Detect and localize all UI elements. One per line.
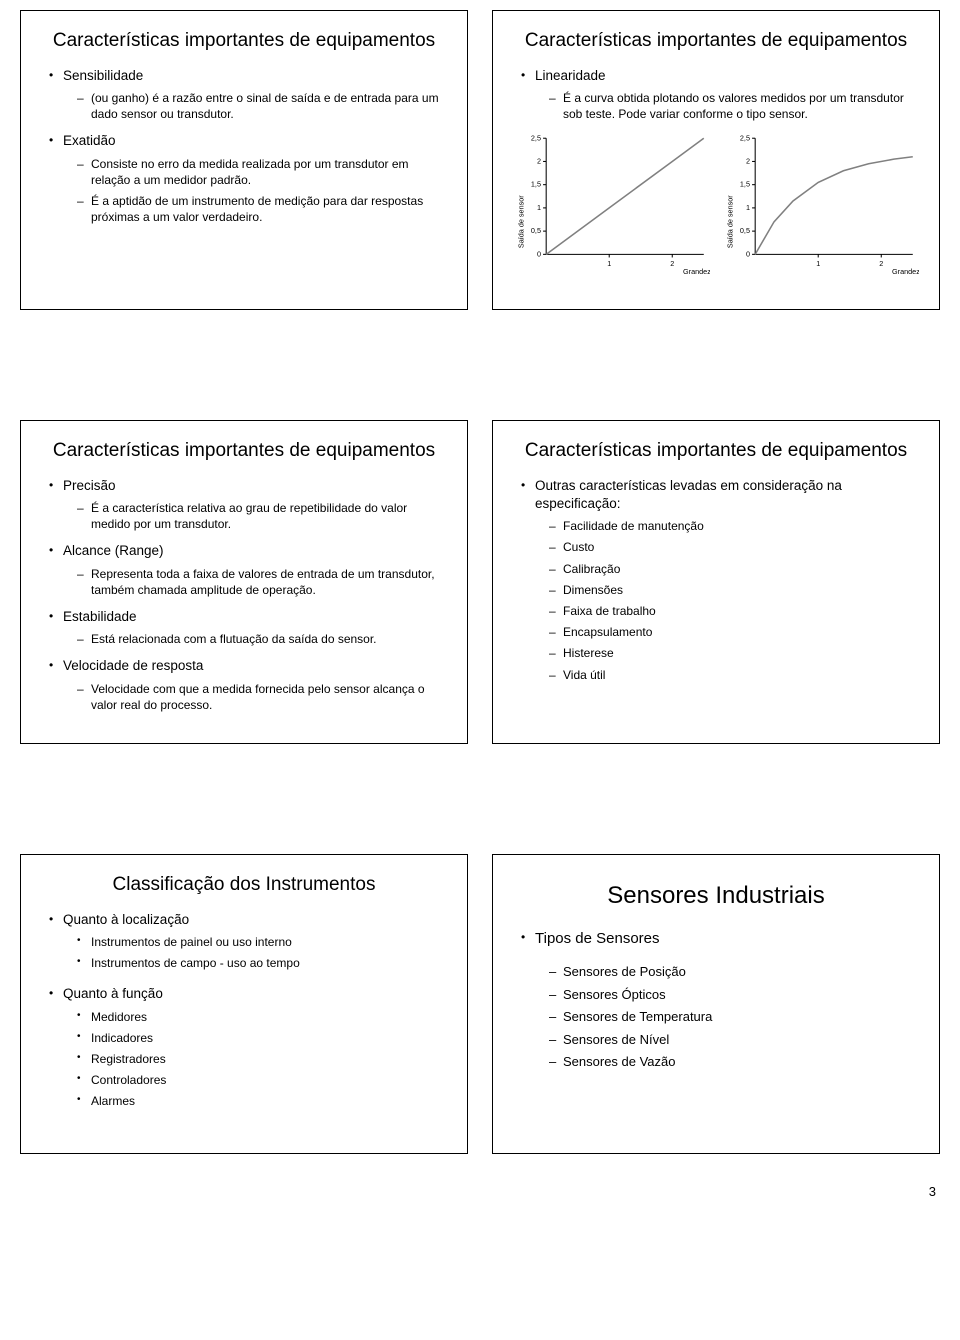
slide-6: Sensores Industriais Tipos de Sensores S… [492,854,940,1154]
sub-bullet: Sensores de Vazão [549,1053,919,1071]
svg-text:2: 2 [537,157,541,166]
sub-bullet: Indicadores [77,1030,447,1046]
bullet: Quanto à função Medidores Indicadores Re… [49,985,447,1109]
slide-5: Classificação dos Instrumentos Quanto à … [20,854,468,1154]
bullet-label: Velocidade de resposta [63,658,203,673]
sub-bullet: Sensores de Posição [549,963,919,981]
svg-text:0: 0 [537,250,541,259]
slide-title: Classificação dos Instrumentos [41,873,447,897]
bullet-label: Alcance (Range) [63,543,164,558]
svg-text:0,5: 0,5 [531,227,541,236]
bullet-label: Linearidade [535,68,606,83]
chart-nonlinear: 0 0,5 1 1,5 2 2,5 1 2 Grandeza Saída de sensor [722,132,919,277]
svg-text:2,5: 2,5 [531,134,541,143]
sub-bullet: Instrumentos de painel ou uso interno [77,934,447,950]
slide-title: Sensores Industriais [513,881,919,911]
svg-text:2: 2 [879,259,883,268]
svg-text:Saída de sensor: Saída de sensor [725,195,734,248]
bullet-label: Sensibilidade [63,68,143,83]
sub-bullet: Dimensões [549,582,919,598]
bullet: Outras características levadas em consid… [521,477,919,683]
sub-bullet: Medidores [77,1009,447,1025]
sub-bullet: Registradores [77,1051,447,1067]
bullet-label: Precisão [63,478,116,493]
slide-3: Características importantes de equipamen… [20,420,468,744]
bullet-label: Quanto à localização [63,912,189,927]
svg-text:Grandeza: Grandeza [683,267,710,276]
slides-grid: Características importantes de equipamen… [20,10,940,1154]
sub-bullet: Encapsulamento [549,624,919,640]
svg-text:1: 1 [746,203,750,212]
bullet: Sensibilidade (ou ganho) é a razão entre… [49,67,447,123]
slide-1: Características importantes de equipamen… [20,10,468,310]
svg-text:1,5: 1,5 [740,180,750,189]
bullet: Precisão É a característica relativa ao … [49,477,447,533]
slide-2: Características importantes de equipamen… [492,10,940,310]
bullet: Linearidade É a curva obtida plotando os… [521,67,919,123]
svg-text:1: 1 [816,259,820,268]
bullet-label: Estabilidade [63,609,137,624]
sub-bullet: Vida útil [549,667,919,683]
sub-bullet: Consiste no erro da medida realizada por… [77,156,447,188]
sub-bullet: É a aptidão de um instrumento de medição… [77,193,447,225]
bullet: Velocidade de resposta Velocidade com qu… [49,657,447,713]
slide-4: Características importantes de equipamen… [492,420,940,744]
svg-text:1,5: 1,5 [531,180,541,189]
sub-bullet: Representa toda a faixa de valores de en… [77,566,447,598]
sub-bullet: É a curva obtida plotando os valores med… [549,90,919,122]
bullet: Alcance (Range) Representa toda a faixa … [49,542,447,598]
sub-bullet: Custo [549,539,919,555]
sub-bullet: Está relacionada com a flutuação da saíd… [77,631,447,647]
slide-title: Características importantes de equipamen… [513,439,919,463]
sub-bullet: Faixa de trabalho [549,603,919,619]
svg-text:1: 1 [537,203,541,212]
sub-bullet: Facilidade de manutenção [549,518,919,534]
svg-text:2: 2 [746,157,750,166]
bullet: Tipos de Sensores Sensores de Posição Se… [521,929,919,1071]
sub-bullet: Sensores de Temperatura [549,1008,919,1026]
sub-bullet: Sensores de Nível [549,1031,919,1049]
sub-bullet: Histerese [549,645,919,661]
svg-text:2,5: 2,5 [740,134,750,143]
bullet-label: Quanto à função [63,986,163,1001]
svg-text:1: 1 [607,259,611,268]
sub-bullet: Sensores Ópticos [549,986,919,1004]
svg-text:2: 2 [670,259,674,268]
chart-linear: 0 0,5 1 1,5 2 2,5 1 2 Grandeza Saída de sensor [513,132,710,277]
slide-title: Características importantes de equipamen… [41,29,447,53]
svg-text:Saída de sensor: Saída de sensor [516,195,525,248]
sub-bullet: Controladores [77,1072,447,1088]
sub-bullet: Alarmes [77,1093,447,1109]
charts-row: 00,511,522,512GrandezaSaída de sensor 00… [513,132,919,277]
sub-bullet: É a característica relativa ao grau de r… [77,500,447,532]
svg-text:0: 0 [746,250,750,259]
bullet: Quanto à localização Instrumentos de pai… [49,911,447,972]
sub-bullet: Velocidade com que a medida fornecida pe… [77,681,447,713]
svg-text:Grandeza: Grandeza [892,267,919,276]
bullet-label: Tipos de Sensores [535,930,660,947]
bullet-label: Exatidão [63,133,116,148]
bullet: Exatidão Consiste no erro da medida real… [49,132,447,225]
sub-bullet: (ou ganho) é a razão entre o sinal de sa… [77,90,447,122]
slide-title: Características importantes de equipamen… [513,29,919,53]
svg-text:0,5: 0,5 [740,227,750,236]
sub-bullet: Instrumentos de campo - uso ao tempo [77,955,447,971]
slide-title: Características importantes de equipamen… [41,439,447,463]
sub-bullet: Calibração [549,561,919,577]
bullet: Estabilidade Está relacionada com a flut… [49,608,447,647]
bullet-label: Outras características levadas em consid… [535,478,842,511]
page-number: 3 [20,1184,940,1199]
